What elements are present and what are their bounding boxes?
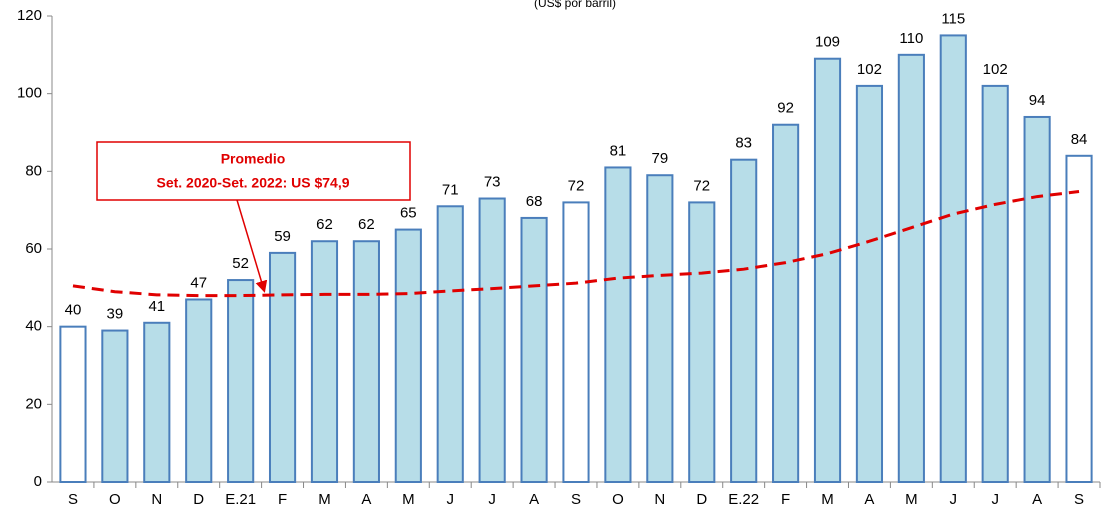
value-label: 110 <box>899 30 923 47</box>
y-tick-label: 40 <box>25 318 42 335</box>
y-tick-label: 120 <box>17 7 42 24</box>
x-tick-label: D <box>696 491 707 508</box>
bar <box>227 279 255 484</box>
value-label: 79 <box>651 150 668 167</box>
bar <box>981 84 1009 484</box>
x-tick-label: M <box>402 491 415 508</box>
x-tick-label: E.21 <box>225 491 256 508</box>
x-tick-label: N <box>151 491 162 508</box>
bar <box>772 123 800 483</box>
x-tick-label: O <box>612 491 624 508</box>
x-tick-label: J <box>446 491 454 508</box>
bar <box>185 298 213 483</box>
y-tick-label: 60 <box>25 240 42 257</box>
x-tick-label: A <box>529 491 539 508</box>
x-tick-label: J <box>488 491 496 508</box>
value-label: 83 <box>735 135 752 152</box>
trend-line <box>72 190 1080 298</box>
value-label: 59 <box>274 228 291 245</box>
value-label: 73 <box>484 173 501 190</box>
x-tick-label: S <box>1074 491 1084 508</box>
bar <box>436 205 464 484</box>
bar <box>520 216 548 484</box>
bar <box>562 201 590 483</box>
value-label: 72 <box>693 177 710 194</box>
value-label: 81 <box>610 142 627 159</box>
x-tick-label: N <box>654 491 665 508</box>
value-label: 40 <box>65 302 82 319</box>
bar <box>268 251 297 483</box>
y-tick-label: 0 <box>34 473 42 490</box>
bar <box>101 329 129 483</box>
value-label: 62 <box>316 216 333 233</box>
bar <box>730 158 758 484</box>
x-tick-label: M <box>318 491 331 508</box>
x-tick-label: A <box>864 491 874 508</box>
value-label: 84 <box>1071 131 1088 148</box>
bar <box>813 57 842 483</box>
bar <box>59 325 87 483</box>
bar <box>143 321 171 483</box>
value-label: 109 <box>815 34 840 51</box>
value-label: 92 <box>777 100 794 117</box>
value-label: 65 <box>400 205 417 222</box>
x-tick-label: M <box>905 491 918 508</box>
x-tick-label: E.22 <box>728 491 759 508</box>
annotation-line: Promedio <box>221 151 286 167</box>
value-label: 39 <box>107 306 124 323</box>
value-label: 94 <box>1029 92 1046 109</box>
bar <box>604 166 632 483</box>
annotation-line: Set. 2020-Set. 2022: US $74,9 <box>156 175 349 191</box>
x-tick-label: S <box>68 491 78 508</box>
x-tick-label: A <box>1032 491 1042 508</box>
bar <box>855 84 884 484</box>
bar <box>897 53 925 483</box>
value-label: 68 <box>526 193 543 210</box>
bar <box>352 240 380 483</box>
y-tick-label: 20 <box>25 395 42 412</box>
x-tick-label: A <box>361 491 371 508</box>
value-label: 71 <box>442 181 459 198</box>
x-tick-label: M <box>821 491 834 508</box>
bar <box>394 228 422 483</box>
annotation-arrow <box>236 199 268 293</box>
bar <box>478 197 506 483</box>
y-tick-label: 80 <box>25 162 42 179</box>
bar <box>646 174 674 483</box>
value-label: 47 <box>190 274 207 291</box>
x-tick-label: O <box>109 491 121 508</box>
value-label: 62 <box>358 216 375 233</box>
x-tick-label: D <box>193 491 204 508</box>
value-label: 102 <box>983 61 1008 78</box>
value-label: 41 <box>148 298 165 315</box>
bar <box>1065 154 1093 484</box>
bar <box>688 201 716 483</box>
bar <box>310 240 339 483</box>
x-tick-label: J <box>991 491 999 508</box>
bar <box>1023 115 1051 483</box>
annotation-box <box>96 141 411 201</box>
value-label: 102 <box>857 61 882 78</box>
y-tick-label: 100 <box>17 85 42 102</box>
chart-subtitle: (US$ por barril) <box>534 0 616 10</box>
x-tick-label: F <box>278 491 287 508</box>
x-tick-label: S <box>571 491 581 508</box>
value-label: 72 <box>568 177 585 194</box>
x-tick-label: J <box>950 491 958 508</box>
value-label: 52 <box>232 255 249 272</box>
x-tick-label: F <box>781 491 790 508</box>
value-label: 115 <box>941 10 965 27</box>
bar <box>939 34 967 484</box>
